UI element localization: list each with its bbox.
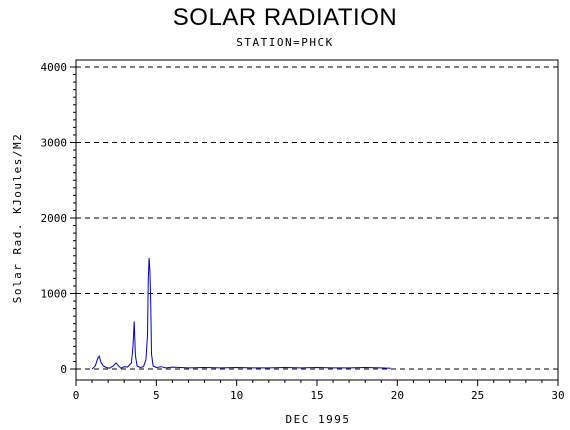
chart-subtitle: STATION=PHCK — [236, 36, 334, 49]
x-tick-label: 30 — [551, 389, 564, 402]
plot-frame — [75, 59, 559, 381]
y-tick-label: 0 — [60, 363, 67, 376]
series-line — [91, 257, 391, 370]
x-tick-label: 15 — [310, 389, 323, 402]
x-tick-label: 25 — [471, 389, 484, 402]
x-tick-label: 5 — [153, 389, 160, 402]
y-tick-label: 3000 — [41, 137, 68, 150]
axes: 0 1000 2000 3000 4000 0 5 10 15 20 25 30 — [41, 59, 565, 402]
grid-lines — [76, 66, 558, 370]
y-tick-label: 1000 — [41, 288, 68, 301]
x-tick-label: 0 — [73, 389, 80, 402]
x-tick-label: 10 — [230, 389, 243, 402]
y-tick-label: 4000 — [41, 61, 68, 74]
x-tick-label: 20 — [391, 389, 404, 402]
chart-title: SOLAR RADIATION — [172, 4, 398, 31]
series-layer — [91, 257, 391, 370]
x-axis-label: DEC 1995 — [286, 413, 351, 426]
y-tick-label: 2000 — [41, 212, 68, 225]
y-axis-label: Solar Rad. KJoules/M2 — [11, 133, 24, 304]
